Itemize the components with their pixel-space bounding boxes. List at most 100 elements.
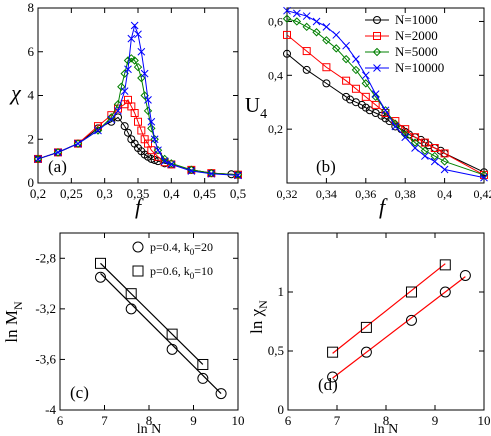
- data-point: [360, 321, 372, 333]
- series-2: [282, 14, 489, 180]
- chart-panel-a: 0,2 0,25 0,3 0,35 0,4 0,45 0,5 0 2 4 6 8 (a) f χ: [9, 0, 246, 219]
- x-tick-label: 8: [146, 413, 153, 428]
- x-tick-label: 9: [432, 413, 439, 428]
- data-point: [405, 314, 417, 326]
- x-tick-label: 0,32: [277, 187, 298, 201]
- data-point: [54, 148, 62, 157]
- data-point: [430, 144, 439, 152]
- x-tick-label: 0,35: [127, 186, 150, 201]
- y-axis-label: ln χN: [247, 300, 270, 334]
- data-point: [381, 114, 390, 123]
- data-point: [123, 56, 133, 65]
- x-tick-label: 10: [478, 413, 491, 428]
- panel-label: (a): [48, 157, 67, 176]
- data-point: [137, 47, 146, 56]
- legend-label: p=0.6, k0=10: [150, 264, 213, 281]
- legend-label-subscript: 0: [190, 271, 195, 281]
- legend-marker: [373, 64, 381, 72]
- legend-label: N=1000: [395, 12, 438, 27]
- data-point: [351, 84, 360, 93]
- legend-label-suffix: =10: [194, 264, 213, 278]
- x-tick-label: 6: [57, 413, 64, 428]
- x-tick-label: 7: [101, 413, 108, 428]
- legend-label-main: N=1000: [395, 12, 438, 27]
- data-point: [292, 9, 301, 18]
- y-tick-label: 1: [278, 284, 285, 299]
- y-axis-label: U4: [245, 93, 267, 122]
- data-point: [459, 269, 471, 281]
- x-tick-label: 0,2: [30, 186, 46, 201]
- data-point: [124, 128, 132, 137]
- y-axis-label-subscript: N: [11, 301, 25, 310]
- data-point: [107, 115, 116, 124]
- data-point: [361, 103, 370, 112]
- data-point: [234, 171, 242, 180]
- data-point: [371, 100, 380, 109]
- y-tick-label: 0: [278, 402, 285, 417]
- legend: p=0.4, k0=20p=0.6, k0=10: [132, 240, 213, 281]
- data-point: [421, 152, 429, 160]
- data-point: [411, 144, 419, 152]
- data-point: [342, 76, 351, 85]
- x-tick-label: 0,38: [395, 187, 416, 201]
- data-point: [479, 170, 489, 180]
- data-point: [137, 126, 146, 135]
- panel-label: (c): [70, 383, 89, 402]
- x-tick-label: 0,4: [163, 186, 180, 201]
- y-tick-label: 0: [28, 175, 35, 190]
- x-tick-label: 10: [232, 413, 245, 428]
- data-point: [120, 69, 129, 78]
- y-axis-label-subscript: N: [256, 300, 270, 309]
- legend-label: N=10000: [395, 60, 444, 75]
- data-point: [187, 167, 196, 175]
- data-point: [167, 160, 176, 169]
- data-point: [283, 30, 291, 39]
- data-point: [371, 90, 380, 99]
- series-1: [327, 259, 451, 358]
- legend-label: N=5000: [395, 44, 438, 59]
- series-1: [283, 30, 488, 179]
- data-point: [440, 157, 449, 166]
- legend-marker: [372, 47, 382, 57]
- data-point: [153, 145, 163, 155]
- x-tick-label: 0,45: [193, 186, 216, 201]
- y-tick-label: 6: [28, 44, 35, 59]
- fit-line: [100, 273, 222, 394]
- legend-label-suffix: =20: [194, 240, 213, 254]
- data-point: [322, 79, 331, 88]
- data-point: [120, 122, 129, 131]
- series-0: [327, 269, 471, 383]
- data-point: [207, 169, 216, 178]
- series-layer: [282, 6, 489, 182]
- legend-label-main: p=0.4, k: [150, 240, 190, 254]
- legend-marker: [132, 241, 144, 253]
- legend-label-subscript: 0: [190, 247, 195, 257]
- x-tick-label: 8: [383, 413, 390, 428]
- data-point: [140, 69, 149, 78]
- data-point: [130, 21, 139, 30]
- y-axis-label-main: ln M: [2, 310, 21, 343]
- legend-label-main: N=2000: [395, 28, 438, 43]
- x-tick-label: 7: [334, 413, 341, 428]
- y-tick-label: -3,2: [35, 301, 56, 316]
- data-point: [120, 87, 129, 95]
- y-tick-label: -2,8: [35, 250, 56, 265]
- y-axis-label-subscript: 4: [260, 107, 267, 122]
- data-point: [360, 346, 372, 358]
- data-point: [420, 146, 430, 155]
- series-layer: [33, 21, 243, 180]
- x-tick-label: 0,4: [437, 187, 452, 201]
- y-tick-label: 0,5: [268, 343, 284, 358]
- data-point: [361, 92, 370, 101]
- data-point: [420, 138, 429, 147]
- legend-marker: [373, 32, 381, 40]
- series-layer: [327, 259, 471, 383]
- data-point: [283, 6, 291, 15]
- data-point: [166, 343, 178, 355]
- data-point: [94, 126, 102, 135]
- x-tick-label: 0,5: [230, 186, 246, 201]
- data-point: [134, 117, 142, 126]
- y-tick-label: 0,6: [268, 14, 283, 28]
- data-point: [125, 288, 137, 300]
